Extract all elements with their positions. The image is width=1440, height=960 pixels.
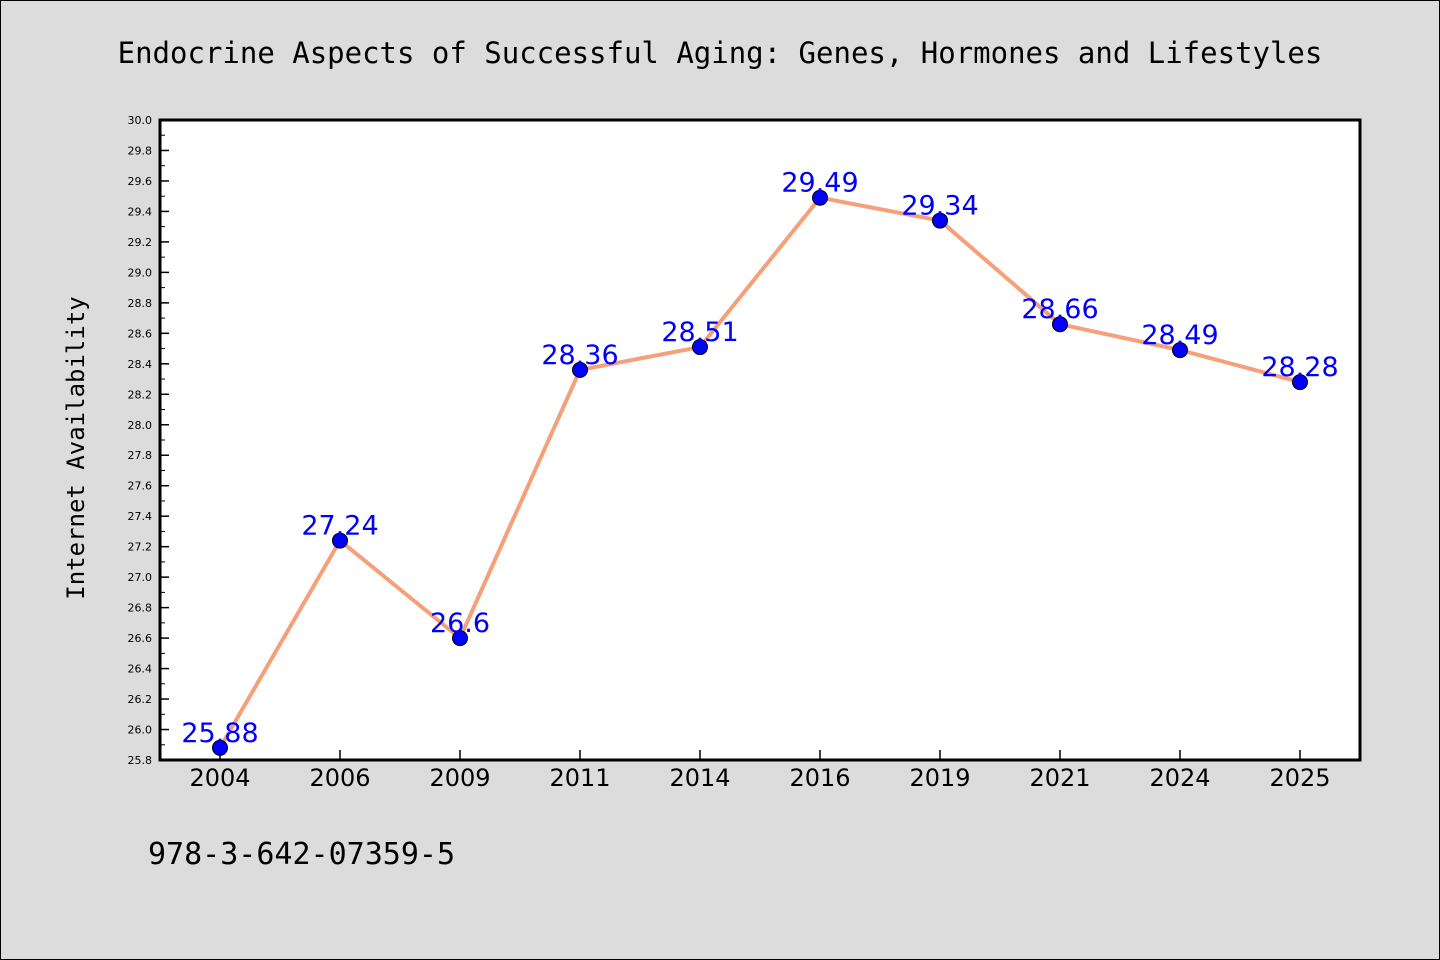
data-point: [1172, 342, 1188, 359]
isbn-annotation: 978-3-642-07359-5: [148, 837, 455, 872]
y-tick-label: 27.8: [128, 449, 153, 462]
y-tick-label: 26.0: [128, 724, 153, 737]
x-tick-label: 2025: [1269, 764, 1330, 792]
data-label: 29.49: [781, 168, 858, 199]
data-label: 29.34: [901, 191, 978, 222]
y-tick-label: 29.6: [128, 175, 153, 188]
x-tick-label: 2019: [909, 764, 970, 792]
plot-area: [158, 118, 1362, 762]
y-tick-label: 27.2: [128, 541, 153, 554]
x-tick-label: 2024: [1149, 764, 1210, 792]
data-point: [452, 630, 468, 647]
y-tick-label: 28.8: [128, 297, 153, 310]
y-tick-label: 26.4: [128, 663, 153, 676]
y-tick-label: 29.0: [128, 266, 153, 279]
y-tick-label: 26.8: [128, 602, 153, 615]
data-labels: 25.88 27.24 26.6 28.36 28.51 29.49 29.34 28.66 2…: [181, 168, 1338, 749]
y-tick-label: 27.6: [128, 480, 153, 493]
y-tick-label: 27.0: [128, 571, 153, 584]
data-point: [932, 212, 948, 229]
y-tick-label: 28.6: [128, 327, 153, 340]
data-label: 28.51: [661, 317, 738, 348]
series-lines: [218, 195, 1301, 749]
x-tick-label: 2016: [789, 764, 850, 792]
data-point: [812, 189, 828, 206]
data-label: 28.49: [1141, 320, 1218, 351]
x-tick-label: 2011: [549, 764, 610, 792]
y-tick-label: 29.2: [128, 236, 153, 249]
data-point: [692, 339, 708, 356]
data-label: 27.24: [301, 511, 378, 542]
y-tick-label: 26.6: [128, 632, 153, 645]
y-tick-label: 29.8: [128, 144, 153, 157]
data-point: [572, 361, 588, 378]
y-tick-label: 27.4: [128, 510, 153, 523]
x-tick-label: 2021: [1029, 764, 1090, 792]
x-axis: 2004 2006 2009 2011 2014 2016 2019 2021 2024 2025: [189, 750, 1331, 792]
y-tick-label: 28.4: [128, 358, 153, 371]
y-axis-label: Internet Availability: [62, 296, 90, 599]
data-label: 28.66: [1021, 294, 1098, 325]
y-tick-label: 26.2: [128, 693, 153, 706]
y-axis: 25.8 26.0 26.2 26.4 26.6 26.8 27.0 27.2 27.4 27.6…: [128, 114, 169, 767]
data-point: [1292, 374, 1308, 391]
x-tick-label: 2004: [189, 764, 250, 792]
data-label: 26.6: [430, 608, 490, 639]
x-tick-label: 2014: [669, 764, 730, 792]
data-point: [332, 532, 348, 549]
y-tick-label: 25.8: [128, 754, 153, 767]
data-label: 28.36: [541, 340, 618, 371]
data-label: 25.88: [181, 718, 258, 749]
y-tick-label: 29.4: [128, 205, 153, 218]
chart-title: Endocrine Aspects of Successful Aging: G…: [118, 36, 1323, 70]
data-point: [212, 739, 228, 756]
y-tick-label: 28.0: [128, 419, 153, 432]
y-tick-label: 28.2: [128, 388, 153, 401]
x-tick-label: 2006: [309, 764, 370, 792]
data-markers: [212, 189, 1308, 756]
x-tick-label: 2009: [429, 764, 490, 792]
y-tick-label: 30.0: [128, 114, 153, 127]
data-point: [1052, 316, 1068, 333]
data-label: 28.28: [1261, 352, 1338, 383]
series-line: [218, 195, 1301, 749]
